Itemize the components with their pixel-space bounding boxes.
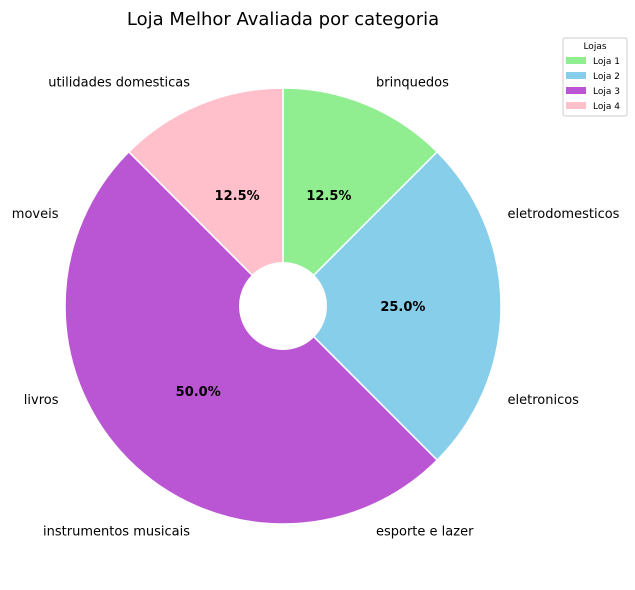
percent-labels: 12.5% 25.0% 50.0% 12.5% [176,189,426,400]
pie-slice-3 [64,150,439,525]
chart-title: Loja Melhor Avaliada por categoria [127,9,439,30]
legend-swatch-2 [566,72,586,79]
category-labels: brinquedos eletrodomesticos eletronicos esp… [12,75,620,539]
legend-title: Lojas [583,42,606,52]
percent-label-4: 12.5% [215,189,260,204]
pie-slice-2 [281,150,502,462]
legend-swatch-1 [566,57,586,64]
legend: Lojas Loja 1 Loja 2 Loja 3 Loja 4 [562,37,628,117]
category-label-1: brinquedos [376,75,449,90]
legend-label-1: Loja 1 [593,57,620,67]
donut-hole [239,262,327,350]
category-label-4: esporte e lazer [376,525,474,540]
pie-slice-4 [127,87,284,308]
percent-label-2: 25.0% [380,300,425,315]
pie-slice-1 [282,87,439,308]
category-label-5: instrumentos musicais [43,525,190,540]
category-label-6: livros [24,393,59,408]
legend-label-3: Loja 3 [593,87,620,97]
category-label-2: eletrodomesticos [508,207,620,222]
category-label-7: moveis [12,207,59,222]
legend-items: Loja 1 Loja 2 Loja 3 Loja 4 [566,57,620,112]
category-label-3: eletronicos [508,393,580,408]
percent-label-3: 50.0% [176,385,221,400]
legend-label-4: Loja 4 [593,102,620,112]
category-label-8: utilidades domesticas [48,75,190,90]
pie-slices [64,87,502,525]
legend-swatch-4 [566,102,586,109]
percent-label-1: 12.5% [306,189,351,204]
legend-swatch-3 [566,87,586,94]
legend-label-2: Loja 2 [593,72,620,82]
